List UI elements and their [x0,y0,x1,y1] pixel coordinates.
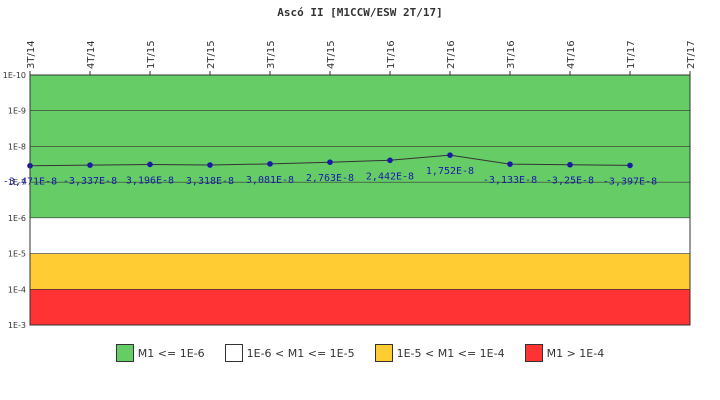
legend-swatch [374,344,393,362]
legend-item: 1E-5 < M1 <= 1E-4 [374,344,505,362]
x-tick-label: 1T/16 [386,40,397,69]
data-point [267,161,273,167]
legend-label: 1E-5 < M1 <= 1E-4 [396,346,505,360]
chart-bands [30,75,690,325]
x-tick-label: 3T/14 [26,40,37,69]
y-tick-label: 1E-10 [3,71,26,80]
band-2 [30,253,690,290]
x-tick-label: 3T/15 [266,40,277,69]
x-tick-label: 1T/15 [146,40,157,69]
y-tick-label: 1E-7 [8,178,26,187]
y-tick-label: 1E-4 [8,285,26,294]
legend-item: M1 <= 1E-6 [115,344,205,362]
y-tick-label: 1E-6 [8,214,26,223]
x-axis: 3T/14 4T/14 1T/15 2T/15 3T/15 4T/15 1T/16 2T/16… [26,40,697,75]
band-3 [30,289,690,325]
x-tick-label: 1T/17 [626,40,637,69]
y-tick-label: 1E-9 [8,107,26,116]
y-tick-label: 1E-5 [8,250,26,259]
y-tick-label: 1E-8 [8,142,26,151]
y-axis: 1E-10 1E-9 1E-8 1E-7 1E-6 1E-5 1E-4 1E-3 [3,71,26,330]
data-point [567,161,573,168]
legend-label: M1 <= 1E-6 [137,346,205,360]
data-point [447,152,453,158]
band-1 [30,217,690,254]
x-tick-label: 3T/16 [506,40,517,69]
data-label: -3,25E-8 [546,176,594,187]
legend-swatch [224,344,243,362]
plot-frame [29,74,691,326]
data-label: 3,318E-8 [186,176,234,187]
data-label: 1,752E-8 [426,166,474,177]
data-label: 2,763E-8 [306,173,354,184]
data-label: -3,337E-8 [63,176,117,187]
x-tick-label: 2T/17 [686,40,697,69]
legend-swatch [115,344,134,362]
data-point [387,157,393,164]
legend-label: M1 > 1E-4 [546,346,605,360]
x-tick-label: 4T/15 [326,40,337,69]
chart-title: Ascó II [M1CCW/ESW 2T/17] [277,6,443,19]
data-point [507,161,513,167]
legend-item: M1 > 1E-4 [524,344,605,362]
data-point [87,162,93,168]
x-tick-label: 4T/16 [566,40,577,69]
x-tick-label: 4T/14 [86,40,97,69]
data-point [327,159,333,165]
data-point [207,162,213,168]
data-label: 2,442E-8 [366,171,414,182]
legend-swatch [524,344,543,362]
legend-label: 1E-6 < M1 <= 1E-5 [246,346,355,360]
data-label: 3,196E-8 [126,175,174,186]
y-tick-label: 1E-3 [8,321,26,330]
data-label: -3,133E-8 [483,175,537,186]
data-label: 3,081E-8 [246,175,294,186]
data-label: -3,397E-8 [603,176,657,187]
legend-item: 1E-6 < M1 <= 1E-5 [224,344,355,362]
legend: M1 <= 1E-6 1E-6 < M1 <= 1E-5 1E-5 < M1 <= … [0,344,720,362]
x-tick-label: 2T/15 [206,40,217,69]
x-tick-label: 2T/16 [446,40,457,69]
data-point [147,161,153,168]
data-point [627,162,633,169]
